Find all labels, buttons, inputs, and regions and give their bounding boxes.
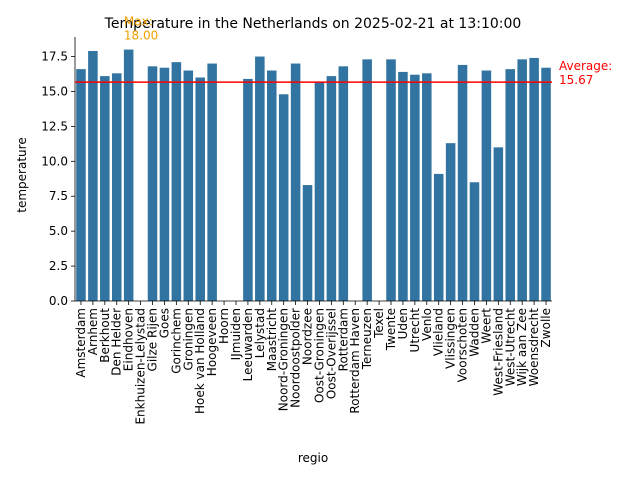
x-axis-title: regio [298,451,328,465]
bar [255,56,265,302]
y-axis-title: temperature [15,137,29,212]
y-tick-label: 2.5 [49,259,68,273]
x-tick-label: Hoogeveen [205,308,219,376]
y-tick-label: 15.0 [41,84,68,98]
bar [386,59,396,301]
bar [183,70,194,302]
x-tick-label: Rotterdam Haven [348,308,362,414]
bar [88,50,98,301]
bar [278,94,289,302]
x-tick-label: Vlissingen [444,308,458,369]
bar [123,49,134,301]
bar [422,73,432,301]
bar [147,66,158,301]
x-tick-label: Gilze Rijen [146,308,160,371]
y-tick-label: 7.5 [49,189,68,203]
bar [541,67,551,301]
x-tick-label: Groningen [181,308,195,370]
bar [100,76,110,301]
x-tick-label: Noordoostpolder [289,308,303,408]
x-tick-label: Venlo [420,308,434,341]
x-tick-label: Maastricht [265,308,279,371]
bar [195,77,205,301]
y-tick-label: 12.5 [41,119,68,133]
y-tick-label: 17.5 [41,50,68,64]
bar [410,74,420,302]
bar [111,73,122,301]
chart-title: Temperature in the Netherlands on 2025-0… [104,16,522,32]
bar [171,62,182,301]
x-tick-label: Arnhem [86,308,100,355]
x-tick-label: Gorinchem [169,308,183,374]
x-tick-label: IJmuiden [229,308,243,360]
bar [290,63,301,301]
bar [338,66,349,301]
bar [159,67,170,301]
bar [326,76,337,301]
x-tick-label: Den Helder [110,308,124,376]
x-tick-label: West-Friesland [491,308,505,396]
x-tick-label: Uden [396,308,410,339]
bar [529,57,539,302]
x-tick-label: Lelystad [253,308,267,358]
bar [445,143,456,301]
x-tick-label: Amsterdam [74,308,88,378]
x-tick-label: Twente [384,308,398,351]
bar [398,71,408,301]
bar [505,69,516,301]
x-tick-label: Noord-Groningen [277,308,291,411]
x-tick-label: Eindhoven [122,308,136,371]
x-tick-label: Hoek van Holland [193,308,207,414]
x-tick-label: Leeuwarden [241,308,255,381]
x-tick-label: Weert [479,308,493,344]
x-tick-label: Oost-Overijssel [324,308,338,399]
bar [76,69,86,301]
max-annotation-value: 18.00 [124,29,158,43]
x-tick-label: Woensdrecht [527,308,541,387]
x-tick-label: Hoorn [217,308,231,344]
bar [433,173,444,301]
bar [314,81,325,301]
y-tick-label: 0.0 [49,294,68,308]
x-tick-label: Noordzee [301,308,315,365]
x-tick-label: Terneuzen [360,308,374,370]
x-tick-label: Wijk aan Zee [515,308,529,386]
x-tick-label: Voorschoten [456,308,470,382]
y-tick-label: 10.0 [41,154,68,168]
x-tick-label: West-Utrecht [503,308,517,387]
x-tick-label: Oost-Groningen [312,308,326,403]
bar [457,64,468,301]
x-tick-label: Texel [372,308,386,339]
bar [302,185,313,301]
x-tick-label: Enkhuizen-Lelystad [134,308,148,425]
bar [517,59,527,301]
y-tick-label: 5.0 [49,224,68,238]
bar [469,182,480,301]
x-tick-label: Berkhout [98,308,112,363]
max-annotation-label: Max: [124,15,153,29]
bar [362,59,372,301]
x-tick-label: Zwolle [539,308,553,347]
bar [481,70,492,302]
x-tick-label: Goes [157,308,171,338]
bar [266,70,277,302]
bar [493,147,504,301]
bar [207,63,217,301]
average-annotation-value: 15.67 [559,73,593,87]
x-tick-label: Vlieland [432,308,446,356]
x-tick-label: Rotterdam [336,308,350,371]
bar [243,78,253,302]
x-tick-label: Wadden [467,308,481,357]
average-annotation-label: Average: [559,59,612,73]
x-tick-label: Utrecht [408,308,422,353]
